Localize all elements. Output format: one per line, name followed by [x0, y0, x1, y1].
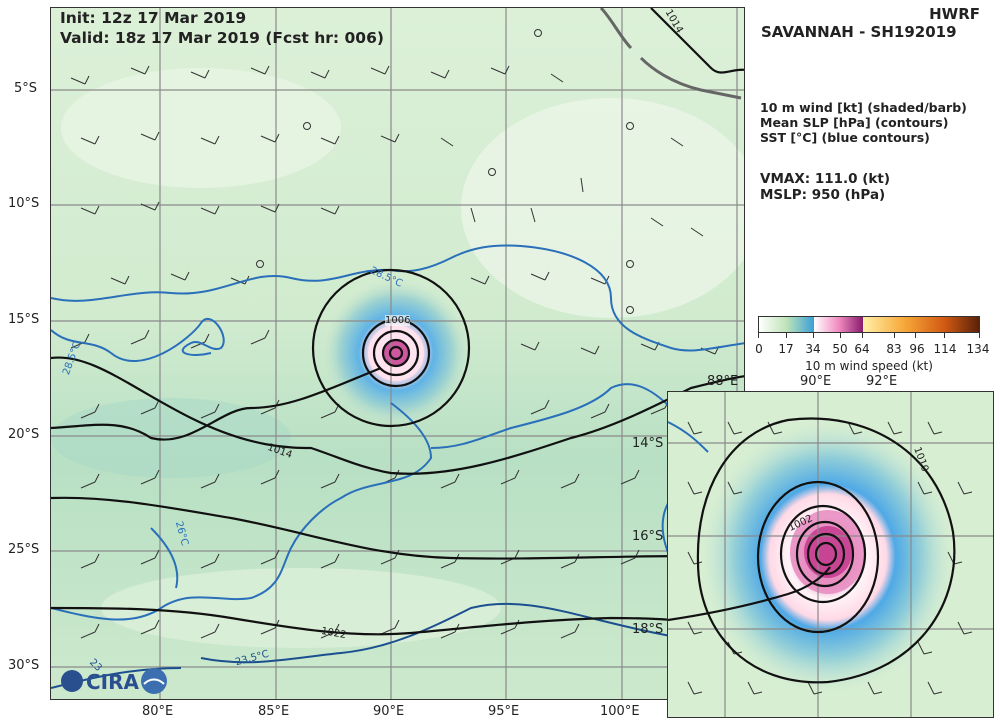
colorbar-tick: 17 [778, 342, 794, 356]
lat-label: 5°S [14, 81, 38, 96]
main-map[interactable]: 1006 1014 1014 1022 28.5°C 28.5°C 26°C 2… [50, 7, 745, 700]
field-slp: Mean SLP [hPa] (contours) [760, 115, 949, 130]
inset-lon-label: 88°E [707, 374, 739, 389]
lon-label: 95°E [488, 704, 520, 719]
lat-label: 20°S [8, 427, 40, 442]
init-time-overlay: Init: 12z 17 Mar 2019 [60, 9, 247, 27]
model-name: HWRF [929, 5, 980, 23]
inset-sst-contour [668, 421, 709, 453]
colorbar-tick: 0 [755, 342, 763, 356]
cira-logo: CIRA [60, 666, 170, 696]
colorbar-tick: 134 [966, 342, 990, 356]
field-sst: SST [°C] (blue contours) [760, 130, 930, 145]
field-wind: 10 m wind [kt] (shaded/barb) [760, 100, 967, 115]
mslp-value: MSLP: 950 (hPa) [760, 187, 886, 203]
colorbar-tick: 64 [854, 342, 870, 356]
main-map-canvas [51, 8, 744, 699]
inset-lat-label: 16°S [632, 529, 664, 544]
lat-label: 30°S [8, 658, 40, 673]
colorbar-tick: 50 [832, 342, 848, 356]
inset-map-canvas [668, 392, 993, 717]
vmax-value: VMAX: 111.0 (kt) [760, 171, 891, 187]
colorbar-tick: 96 [909, 342, 925, 356]
inset-lon-label: 92°E [866, 374, 898, 389]
storm-name: SAVANNAH - SH192019 [761, 23, 957, 41]
slp-label-1006: 1006 [385, 315, 411, 326]
colorbar-tick: 114 [933, 342, 957, 356]
cira-logo-text: CIRA [86, 670, 140, 694]
colorbar-tick: 83 [886, 342, 902, 356]
calm-markers [256, 29, 634, 314]
lon-label: 80°E [142, 704, 174, 719]
inset-lat-label: 14°S [632, 436, 664, 451]
wind-colorbar [758, 316, 980, 333]
lat-label: 10°S [8, 196, 40, 211]
lon-label: 100°E [600, 704, 640, 719]
lat-label: 15°S [8, 312, 40, 327]
slp-contours [51, 8, 744, 636]
inset-map[interactable]: 1002 1010 [667, 391, 994, 718]
wind-barbs [70, 65, 720, 639]
inset-lat-label: 18°S [632, 622, 664, 637]
lat-label: 25°S [8, 542, 40, 557]
inset-slp-contours [668, 417, 956, 684]
coastline [599, 8, 742, 100]
lon-label: 85°E [258, 704, 290, 719]
colorbar-label: 10 m wind speed (kt) [805, 359, 933, 373]
valid-time-overlay: Valid: 18z 17 Mar 2019 (Fcst hr: 006) [60, 29, 384, 47]
colorbar-tick: 34 [805, 342, 821, 356]
lon-label: 90°E [373, 704, 405, 719]
inset-lon-label: 90°E [800, 374, 832, 389]
